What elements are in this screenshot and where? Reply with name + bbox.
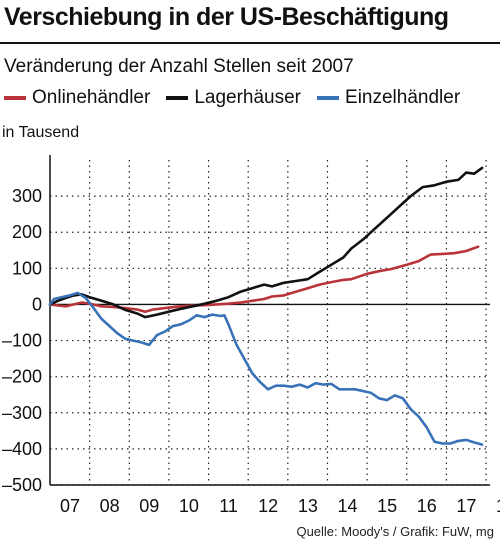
legend-item-lagerhaeuser: Lagerhäuser	[166, 87, 301, 109]
x-tick-label: 14	[337, 496, 357, 516]
chart-title: Verschiebung in der US-Beschäftigung	[4, 3, 449, 31]
y-axis-unit-label: in Tausend	[2, 124, 80, 141]
x-tick-label: 13	[298, 496, 318, 516]
legend-swatch-onlinehaendler	[4, 96, 26, 100]
y-tick-label: 0	[32, 294, 42, 314]
y-tick-label: –300	[2, 403, 42, 423]
y-tick-label: 100	[12, 258, 42, 278]
y-tick-label: –400	[2, 439, 42, 459]
x-tick-label: 07	[60, 496, 80, 516]
source-credit: Quelle: Moody's / Grafik: FuW, mg	[296, 524, 494, 539]
legend-label-onlinehaendler: Onlinehändler	[32, 87, 151, 108]
chart-subtitle: Veränderung der Anzahl Stellen seit 2007	[4, 56, 354, 77]
series-line-onlinehaendler	[48, 245, 480, 313]
x-tick-label: 17	[456, 496, 476, 516]
y-tick-label: –500	[2, 475, 42, 495]
legend-item-einzelhaendler: Einzelhändler	[317, 87, 460, 109]
x-tick-label: 08	[100, 496, 120, 516]
x-tick-label: 18	[496, 496, 500, 516]
y-tick-label: –100	[2, 331, 42, 351]
legend-label-einzelhaendler: Einzelhändler	[345, 87, 461, 108]
x-tick-label: 12	[258, 496, 278, 516]
legend-label-lagerhaeuser: Lagerhäuser	[194, 87, 302, 108]
y-tick-label: 200	[12, 222, 42, 242]
series-line-einzelhaendler	[48, 291, 484, 446]
x-tick-label: 16	[417, 496, 437, 516]
series-line-lagerhaeuser	[48, 166, 484, 319]
y-tick-label: –200	[2, 367, 42, 387]
title-divider	[0, 42, 500, 44]
x-tick-label: 11	[219, 496, 238, 516]
y-tick-label: 300	[12, 186, 42, 206]
x-tick-label: 09	[139, 496, 159, 516]
x-tick-label: 10	[179, 496, 199, 516]
legend-swatch-lagerhaeuser	[166, 96, 189, 100]
legend-item-onlinehaendler: Onlinehändler	[4, 87, 150, 109]
legend-swatch-einzelhaendler	[317, 96, 340, 100]
x-tick-label: 15	[377, 496, 397, 516]
legend: Onlinehändler Lagerhäuser Einzelhändler	[4, 86, 476, 110]
